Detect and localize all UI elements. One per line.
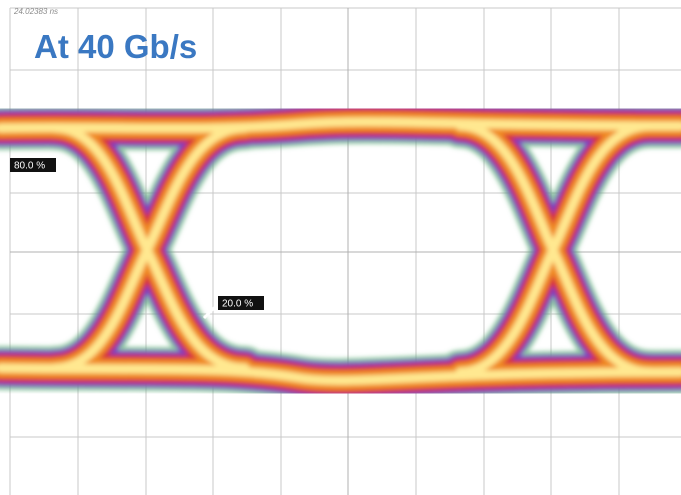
eye-diagram-screen: 24.02383 ns At 40 Gb/s 80.0 % 20.0 %	[0, 0, 681, 495]
marker-label: 80.0 %	[14, 161, 45, 172]
timestamp: 24.02383 ns	[13, 7, 58, 16]
page: 24.02383 ns At 40 Gb/s 80.0 % 20.0 % (()…	[0, 0, 681, 495]
screen-background	[0, 0, 681, 495]
marker-label: 20.0 %	[222, 299, 253, 310]
title: At 40 Gb/s	[34, 28, 197, 65]
